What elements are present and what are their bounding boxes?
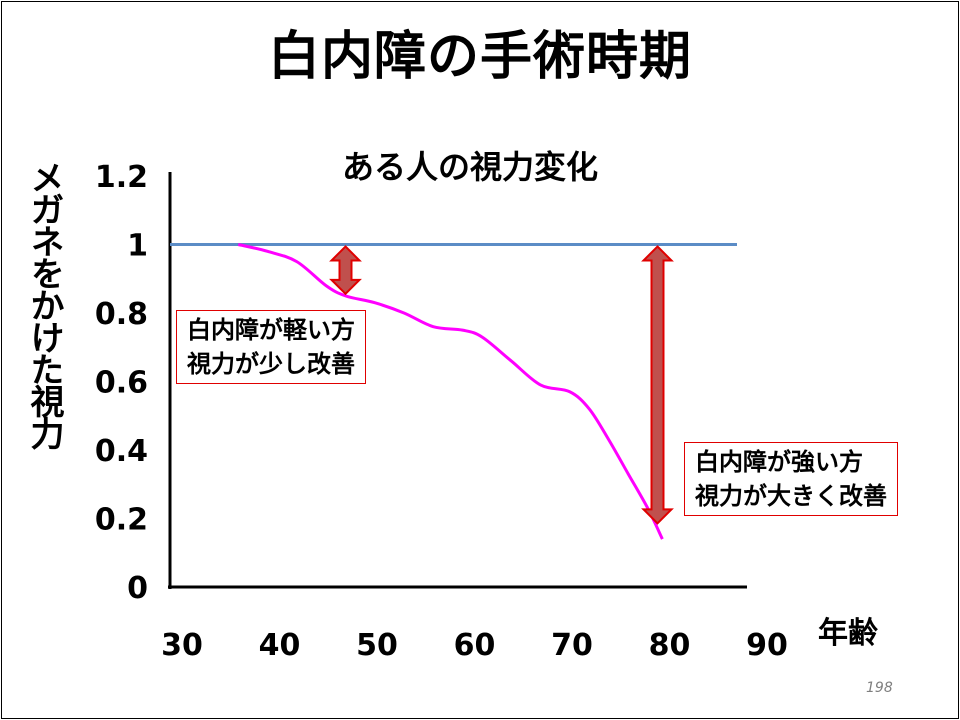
y-tick-label: 0.6 — [95, 366, 148, 401]
y-tick-label: 1.2 — [95, 160, 148, 195]
double-arrow-0 — [329, 245, 362, 296]
callout-severe-line2: 視力が大きく改善 — [695, 482, 887, 510]
callout-mild-line1: 白内障が軽い方 — [187, 316, 355, 344]
slide-title: 白内障の手術時期 — [267, 27, 692, 87]
x-tick-label: 70 — [551, 628, 593, 663]
y-tick-label: 0.2 — [95, 503, 148, 538]
x-axis-label: 年齢 — [818, 616, 878, 651]
callout-severe: 白内障が強い方 視力が大きく改善 — [684, 442, 898, 516]
double-arrow-1 — [641, 245, 674, 525]
series-line-0 — [237, 243, 664, 540]
x-tick-label: 50 — [356, 628, 398, 663]
callout-severe-line1: 白内障が強い方 — [695, 448, 863, 476]
callout-mild-line2: 視力が少し改善 — [187, 350, 355, 378]
x-tick-label: 40 — [259, 628, 301, 663]
page-number: 198 — [866, 680, 893, 696]
chart-title: ある人の視力変化 — [341, 148, 598, 186]
y-tick-label: 0 — [127, 571, 148, 606]
x-tick-label: 90 — [746, 628, 788, 663]
x-tick-label: 60 — [454, 628, 496, 663]
x-tick-label: 80 — [649, 628, 691, 663]
x-tick-label: 30 — [161, 628, 203, 663]
y-tick-label: 0.4 — [95, 434, 148, 469]
y-tick-label: 0.8 — [95, 297, 148, 332]
callout-mild: 白内障が軽い方 視力が少し改善 — [176, 310, 366, 384]
y-axis-label: メガネをかけた視力 — [24, 160, 64, 448]
y-tick-label: 1 — [127, 229, 148, 264]
